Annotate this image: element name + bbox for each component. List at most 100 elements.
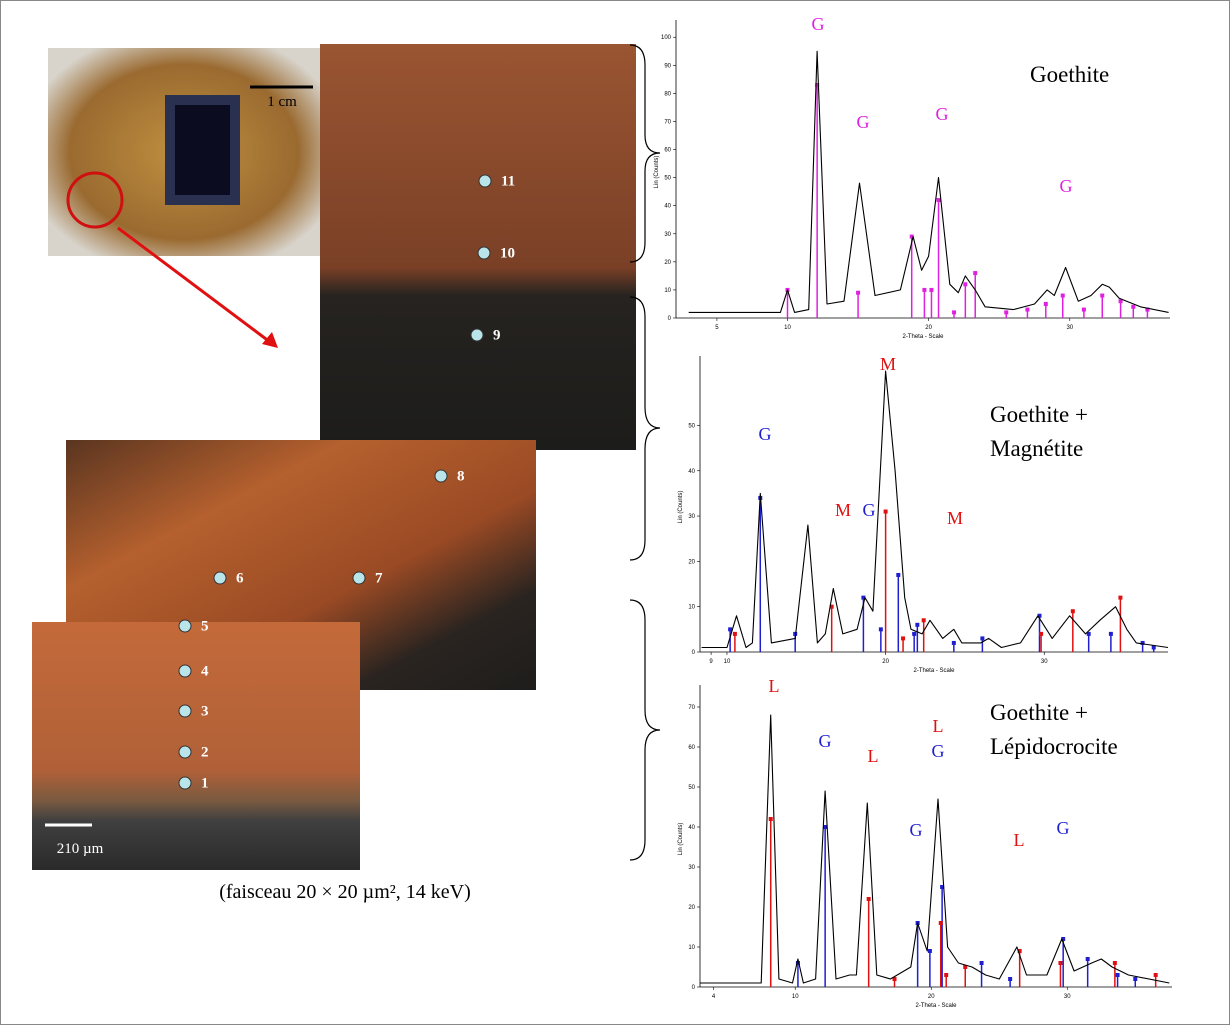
reference-peak (973, 271, 978, 318)
stick-marker (915, 622, 920, 627)
reference-peak (1133, 977, 1138, 987)
scale-label: 1 cm (267, 94, 297, 110)
stick-marker (1058, 961, 1063, 965)
reference-peak (915, 622, 920, 652)
reference-peak (1151, 645, 1156, 652)
stick-marker (861, 595, 866, 600)
reference-peak (921, 618, 926, 652)
y-tick-label: 30 (664, 232, 671, 238)
reference-peak (944, 973, 949, 987)
measure-point (178, 664, 192, 678)
stick-marker (973, 271, 978, 276)
reference-peak (823, 825, 828, 987)
stick-marker (1100, 293, 1105, 298)
reference-peak (1118, 299, 1123, 318)
stick-marker (795, 961, 800, 965)
y-tick-label: 0 (692, 650, 696, 656)
stick-marker (1140, 640, 1145, 645)
stick-marker (883, 509, 888, 514)
stick-marker (1118, 299, 1123, 304)
x-axis-title: 2-Theta - Scale (913, 668, 955, 674)
reference-peak (728, 627, 733, 652)
stick-marker (856, 290, 861, 295)
stick-marker (815, 82, 820, 87)
stick-marker (927, 949, 932, 953)
reference-peak (1118, 595, 1123, 652)
reference-peak (1108, 631, 1113, 652)
point-label: 6 (236, 570, 244, 586)
reference-peak (768, 817, 773, 987)
reference-peak (866, 897, 871, 987)
reference-peak (901, 636, 906, 652)
x-tick-label: 10 (724, 659, 731, 665)
stick-marker (1085, 957, 1090, 961)
y-tick-label: 10 (664, 288, 671, 294)
reference-peak (878, 627, 883, 652)
y-axis-title: Lin (Counts) (654, 156, 660, 189)
y-tick-label: 50 (688, 423, 695, 429)
stick-marker (909, 234, 914, 239)
stick-marker (1131, 304, 1136, 309)
reference-peak (1081, 307, 1086, 318)
point-label: 5 (201, 618, 209, 634)
reference-peak (929, 287, 934, 318)
peak-annotation: L (868, 746, 879, 766)
stick-marker (1061, 937, 1066, 941)
point-label: 10 (500, 245, 515, 261)
reference-peak (861, 595, 866, 652)
stick-marker (1153, 973, 1158, 977)
x-tick-label: 9 (709, 659, 713, 665)
micrograph (32, 622, 360, 870)
reference-peak (1017, 949, 1022, 987)
micrograph (320, 44, 636, 450)
reference-peak (980, 636, 985, 652)
stick-marker (944, 973, 949, 977)
reference-peak (963, 282, 968, 318)
stick-marker (1151, 645, 1156, 650)
reference-peak (1115, 973, 1120, 987)
diffractogram (700, 714, 1170, 984)
y-tick-label: 60 (664, 148, 671, 154)
braces (629, 44, 661, 861)
phase-label: Goethite + (990, 402, 1088, 427)
peak-annotation: M (880, 354, 896, 374)
y-tick-label: 30 (688, 865, 695, 871)
reference-peak (1060, 293, 1065, 318)
x-tick-label: 10 (792, 994, 799, 1000)
point-label: 2 (201, 744, 209, 760)
peak-annotation: G (857, 112, 870, 132)
reference-peak (815, 82, 820, 318)
reference-peak (1153, 973, 1158, 987)
x-axis-title: 2-Theta - Scale (915, 1003, 957, 1009)
stick-marker (952, 310, 957, 315)
stick-marker (940, 885, 945, 889)
stick-marker (1017, 949, 1022, 953)
y-tick-label: 40 (664, 204, 671, 210)
peak-annotation: G (812, 14, 825, 34)
reference-peak (1039, 631, 1044, 652)
reference-peak (1131, 304, 1136, 318)
arrow-head (262, 332, 278, 348)
peak-annotation: G (910, 820, 923, 840)
peak-annotation: G (936, 104, 949, 124)
sample-core (165, 95, 240, 205)
point-label: 11 (501, 173, 515, 189)
stick-marker (1060, 293, 1065, 298)
stick-marker (1133, 977, 1138, 981)
y-tick-label: 80 (664, 91, 671, 97)
zoom-circle (66, 171, 124, 229)
reference-peak (938, 921, 943, 987)
point-label: 1 (201, 775, 209, 791)
reference-peak (952, 310, 957, 318)
stick-marker (829, 604, 834, 609)
x-tick-label: 30 (1064, 994, 1071, 1000)
phase-label: Goethite (1030, 62, 1109, 87)
measure-point (434, 469, 448, 483)
stick-marker (963, 965, 968, 969)
peak-annotation: L (933, 716, 944, 736)
measure-point (178, 704, 192, 718)
reference-peak (940, 885, 945, 987)
reference-peak (1140, 640, 1145, 652)
x-tick-label: 30 (1041, 659, 1048, 665)
